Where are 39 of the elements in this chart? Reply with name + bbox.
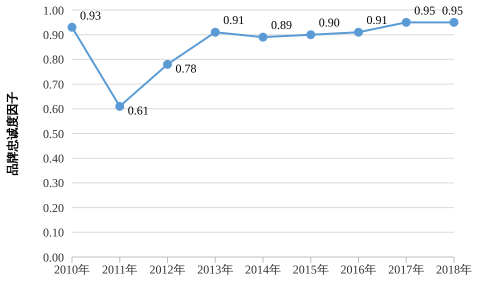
point xyxy=(258,32,268,42)
x-tick-label: 2013年 xyxy=(197,262,234,277)
point xyxy=(354,28,363,37)
x-tick-label: 2014年 xyxy=(245,262,281,277)
y-tick-label: 0.80 xyxy=(43,52,64,67)
data-label: 0.61 xyxy=(128,103,149,118)
x-tick-label: 2012年 xyxy=(150,262,186,277)
x-tick-label: 2011年 xyxy=(102,262,138,277)
y-tick-label: 0.60 xyxy=(43,102,64,116)
y-tick-label: 0.90 xyxy=(43,28,64,42)
data-label: 0.78 xyxy=(176,61,196,76)
x-tick-label: 2018年 xyxy=(436,262,472,277)
data-label: 0.91 xyxy=(366,13,388,28)
x-tick-label: 2016年 xyxy=(340,262,376,277)
point xyxy=(306,30,316,40)
data-label: 0.90 xyxy=(318,16,340,30)
y-tick-label: 0.50 xyxy=(43,126,64,141)
data-label: 0.91 xyxy=(223,13,244,28)
x-tick-label: 2010年 xyxy=(54,262,90,277)
y-tick-label: 0.30 xyxy=(43,176,64,190)
point xyxy=(163,60,172,69)
y-tick-label: 0.10 xyxy=(43,226,64,240)
data-label: 0.89 xyxy=(271,18,292,32)
x-tick-label: 2015年 xyxy=(292,262,329,277)
data-label: 0.95 xyxy=(414,3,436,18)
point xyxy=(450,18,458,27)
y-tick-label: 1.00 xyxy=(43,3,64,18)
y-tick-label: 0.40 xyxy=(43,151,64,166)
point xyxy=(210,28,220,37)
data-label: 0.93 xyxy=(80,8,101,22)
point xyxy=(115,102,124,111)
point xyxy=(68,22,76,32)
x-tick-label: 2017年 xyxy=(388,262,424,277)
y-axis-title: 品牌忠诚度因子 xyxy=(5,92,20,176)
y-tick-label: 0.70 xyxy=(43,77,64,92)
y-tick-label: 0.00 xyxy=(43,250,64,264)
point xyxy=(402,18,411,27)
y-tick-label: 0.20 xyxy=(43,200,64,215)
data-label: 0.95 xyxy=(442,3,463,18)
